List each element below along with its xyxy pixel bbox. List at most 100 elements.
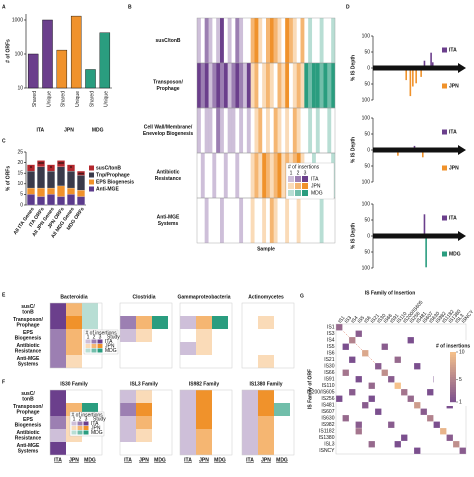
heat-cell [196, 303, 212, 316]
column-label: MDG [84, 457, 96, 463]
heat-cell [136, 303, 152, 316]
column-label: IS21 [370, 313, 381, 325]
heat-cell [220, 18, 224, 63]
heat-cell [136, 329, 152, 342]
matrix-cell [374, 362, 382, 370]
heat-cell [196, 429, 212, 442]
block-frame [119, 302, 173, 369]
heat-cell [239, 108, 244, 153]
legend-title: # of insertions [86, 330, 118, 336]
heat-cell [289, 18, 293, 63]
legend-label: MDG [105, 348, 117, 354]
heat-cell [274, 355, 290, 368]
block-title: Clostridia [132, 294, 155, 300]
heat-cell [331, 18, 336, 63]
y-axis-label: % of ORFs [5, 166, 11, 191]
depth-spike [423, 60, 426, 66]
heat-cell [50, 390, 66, 403]
y-axis-label: # of ORFs [5, 39, 11, 63]
heat-cell [242, 329, 258, 342]
depth-spike [422, 152, 424, 158]
heat-cell [232, 18, 236, 63]
heat-cell [220, 153, 224, 198]
legend-swatch [295, 176, 301, 182]
row-frame [196, 197, 336, 244]
heat-cell [216, 108, 221, 153]
column-label: IS66 [383, 313, 394, 325]
heat-cell [312, 63, 316, 108]
heat-cell [227, 108, 232, 153]
legend-swatch [89, 179, 94, 185]
x-tick-label: Shared [61, 91, 67, 107]
heat-cell [247, 198, 251, 243]
column-label: JPN [69, 457, 79, 463]
panel-letter: F [2, 379, 5, 385]
heat-cell [223, 153, 228, 198]
colorbar-step [450, 367, 456, 370]
heat-cell [242, 355, 258, 368]
heat-cell [300, 18, 305, 63]
heat-cell [228, 153, 232, 198]
heat-cell [273, 18, 278, 63]
column-label: MDG [276, 457, 288, 463]
matrix-cell [355, 375, 363, 383]
legend-swatch [302, 183, 308, 189]
y-tick-label: 0 [20, 202, 23, 208]
column-label: IS4 [350, 315, 360, 325]
legend-title: # of insertions [436, 343, 470, 349]
heat-cell [292, 63, 297, 108]
heat-cell [296, 108, 301, 153]
matrix-cell [413, 401, 421, 409]
row-label: IS607 [321, 409, 334, 415]
heat-cell [327, 108, 332, 153]
heat-cell [196, 390, 212, 403]
legend-label: JPN [91, 425, 101, 431]
matrix-cell [400, 388, 408, 396]
heat-cell [296, 63, 301, 108]
heat-cell [216, 18, 221, 63]
heat-cell [212, 442, 228, 455]
depth-spike [430, 52, 432, 66]
legend-level: 2 [93, 334, 96, 340]
row-label: ISL3 [324, 442, 335, 448]
heat-cell [212, 198, 216, 243]
heat-cell [197, 153, 201, 198]
heat-cell [277, 153, 282, 198]
heat-cell [258, 108, 263, 153]
heat-cell [120, 329, 136, 342]
annotation: * [70, 166, 72, 172]
heat-cell [235, 108, 239, 153]
y-tick-label: 0 [367, 65, 370, 71]
heat-cell [269, 18, 274, 63]
bar [27, 53, 39, 89]
heat-cell [212, 18, 216, 63]
heat-cell [315, 108, 320, 153]
row-label: Anti-MGE [157, 215, 180, 221]
heat-cell [243, 63, 247, 108]
block-frame [179, 302, 233, 369]
colorbar-step [450, 374, 456, 378]
heat-cell [239, 153, 243, 198]
gene-arrow [373, 231, 466, 241]
row-label: IS3 [327, 331, 335, 337]
matrix-cell [446, 434, 454, 442]
heat-cell [201, 108, 205, 153]
heat-cell [212, 316, 228, 329]
bar-segment [27, 170, 35, 189]
column-label: ITA [124, 457, 132, 463]
heat-cell [254, 63, 259, 108]
legend-swatch [77, 430, 83, 435]
heat-cell [66, 303, 82, 316]
bar-segment [27, 187, 35, 195]
y-tick-label: 25 [17, 149, 23, 155]
row-label: EPS [23, 330, 34, 336]
heat-cell [250, 18, 255, 63]
heat-cell [239, 18, 244, 63]
gene-label: Shuffle [410, 233, 426, 239]
bar [56, 49, 68, 89]
panel-letter: A [2, 4, 6, 10]
colorbar-step [450, 362, 456, 365]
heat-cell [204, 198, 209, 243]
matrix-cell [387, 421, 395, 429]
heat-cell [316, 198, 320, 243]
